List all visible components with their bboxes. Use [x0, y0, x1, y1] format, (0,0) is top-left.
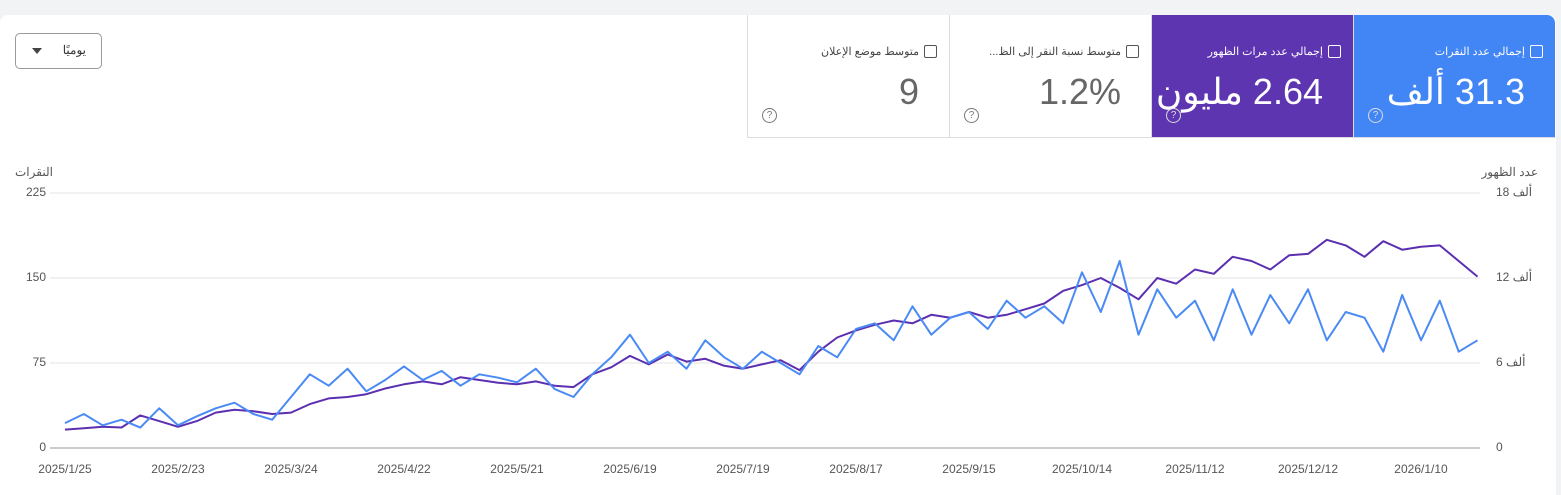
checkbox[interactable] — [1328, 45, 1341, 58]
dropdown-arrow — [32, 48, 42, 59]
metric-card[interactable]: متوسط نسبة النقر إلى الظ... 1.2%? — [949, 15, 1151, 138]
help-icon[interactable]: ? — [762, 108, 777, 123]
checkbox[interactable] — [924, 45, 937, 58]
metric-label: متوسط نسبة النقر إلى الظ... — [989, 46, 1121, 58]
y-tick-label: 0 — [39, 440, 46, 454]
x-tick-label: 2025/5/21 — [490, 462, 544, 476]
metric-card[interactable]: متوسط موضع الإعلان 9? — [747, 15, 949, 138]
checkbox[interactable] — [1126, 45, 1139, 58]
x-tick-label: 2025/7/19 — [716, 462, 770, 476]
y2-tick-label: 6 ألف — [1496, 354, 1525, 369]
x-tick-label: 2025/8/17 — [829, 462, 883, 476]
metric-label: إجمالي عدد مرات الظهور — [1207, 46, 1323, 58]
metric-card[interactable]: إجمالي عدد النقرات 31.3 ألف? — [1353, 15, 1555, 138]
x-tick-label: 2025/4/22 — [377, 462, 431, 476]
y2-tick-label: 18 ألف — [1496, 184, 1532, 199]
metric-card[interactable]: إجمالي عدد مرات الظهور 2.64 مليون? — [1151, 15, 1353, 138]
help-icon[interactable]: ? — [964, 108, 979, 123]
metric-value: 31.3 ألف — [1386, 71, 1525, 112]
y2-axis-title: عدد الظهور — [1481, 165, 1539, 179]
y-axis-title: النقرات — [15, 165, 53, 179]
metric-value: 2.64 مليون — [1155, 71, 1323, 112]
period-label: يوميًا — [62, 43, 86, 57]
y-tick-label: 150 — [26, 270, 46, 284]
period-dropdown[interactable]: يوميًا — [15, 33, 102, 69]
help-icon[interactable]: ? — [1368, 108, 1383, 123]
metric-label: متوسط موضع الإعلان — [821, 46, 919, 58]
x-tick-label: 2025/1/25 — [38, 462, 92, 476]
x-tick-label: 2025/2/23 — [151, 462, 205, 476]
metric-value: 1.2% — [1038, 71, 1121, 112]
x-tick-label: 2025/11/12 — [1165, 462, 1224, 476]
x-tick-label: 2025/6/19 — [603, 462, 657, 476]
x-tick-label: 2025/9/15 — [942, 462, 996, 476]
metric-value: 9 — [898, 71, 919, 112]
y-tick-label: 75 — [33, 355, 47, 369]
x-tick-label: 2025/12/12 — [1278, 462, 1338, 476]
x-tick-label: 2026/1/10 — [1394, 462, 1448, 476]
checkbox[interactable] — [1530, 45, 1543, 58]
help-icon[interactable]: ? — [1166, 108, 1181, 123]
y2-tick-label: 12 ألف — [1496, 269, 1532, 284]
series-line — [64, 260, 1479, 429]
y2-tick-label: 0 — [1496, 440, 1503, 454]
x-tick-label: 2025/10/14 — [1052, 462, 1112, 476]
metric-label: إجمالي عدد النقرات — [1434, 46, 1525, 58]
series-line — [64, 238, 1479, 431]
y-tick-label: 225 — [26, 185, 46, 199]
x-tick-label: 2025/3/24 — [264, 462, 318, 476]
